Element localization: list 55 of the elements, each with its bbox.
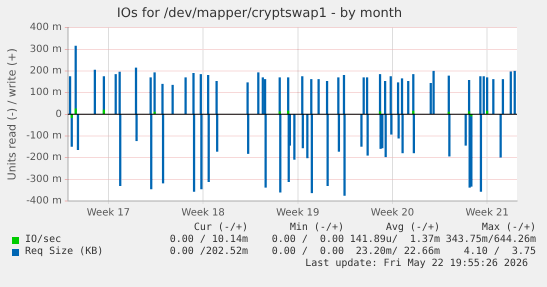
x-tick-label: Week 19: [276, 208, 320, 219]
bar: [287, 110, 290, 114]
bar: [492, 79, 494, 114]
bar: [514, 70, 516, 114]
y-tick-label: -200 m: [26, 152, 62, 164]
bar: [278, 111, 281, 114]
bar: [407, 81, 410, 114]
legend-label: Req Size (KB): [24, 246, 104, 258]
y-tick-label: -400 m: [26, 196, 62, 207]
x-tick-label: Week 17: [86, 208, 130, 219]
y-tick-label: -100 m: [26, 130, 62, 142]
bar: [448, 114, 450, 156]
y-tick-label: -300 m: [26, 174, 62, 185]
y-tick-label: 400 m: [30, 22, 62, 34]
legend-label: IO/sec: [24, 234, 62, 246]
x-tick-label: Week 18: [181, 208, 225, 219]
text: Max (-/+): [480, 222, 536, 234]
bar: [500, 114, 502, 158]
bar: [279, 114, 282, 192]
y-tick-label: 200 m: [30, 66, 62, 77]
bar: [257, 72, 260, 114]
chart-title: IOs for /dev/mapper/cryptswap1 - by month: [116, 6, 402, 22]
bar: [412, 110, 414, 114]
text: 23.20m/ 22.66m: [354, 246, 440, 258]
bar: [114, 74, 117, 114]
bar: [262, 77, 264, 114]
bar: [306, 114, 308, 158]
x-tick-label: Week 21: [465, 208, 509, 219]
text: 141.89u/ 1.37m: [348, 234, 440, 246]
bar: [448, 76, 450, 114]
text: Last update: Fri May 22 19:55:26 2026: [304, 258, 529, 270]
bar: [510, 71, 512, 114]
text: Avg (-/+): [384, 222, 440, 234]
bar: [278, 77, 281, 114]
y-tick-label: 100 m: [30, 87, 62, 98]
y-tick-label: 300 m: [30, 44, 62, 55]
text: 0.00 /202.52m: [168, 246, 248, 258]
text: 0.00 / 0.00: [270, 234, 344, 246]
text: 0.00 / 0.00: [270, 246, 344, 258]
text: Min (-/+): [288, 222, 344, 234]
text: 4.10 / 3.75: [462, 246, 536, 258]
bar: [412, 114, 415, 154]
bar: [74, 108, 77, 114]
bar: [486, 110, 488, 114]
text: Cur (-/+): [192, 222, 248, 234]
bar: [448, 112, 450, 114]
bar: [172, 84, 174, 114]
text: 0.00 / 10.14m: [168, 234, 248, 246]
y-tick-label: 0: [55, 108, 62, 120]
bar: [94, 70, 96, 114]
x-tick-label: Week 20: [370, 208, 414, 219]
text: 343.75m/644.26m: [444, 234, 536, 246]
y-axis-title: Units read (-) / write (+): [5, 48, 18, 180]
bar: [362, 77, 365, 114]
bar: [482, 76, 485, 114]
